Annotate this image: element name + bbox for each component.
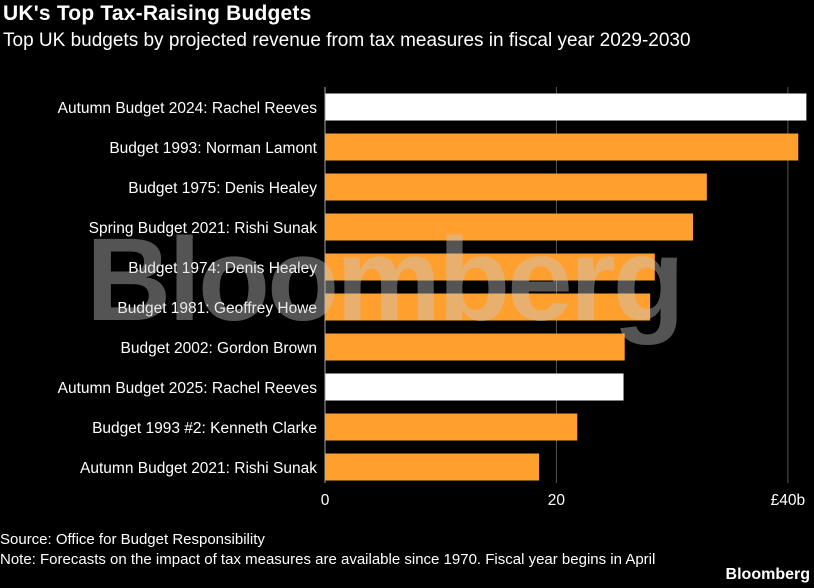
category-label-4: Budget 1974: Denis Healey [128, 260, 317, 277]
category-label-5: Budget 1981: Geoffrey Howe [117, 300, 317, 317]
chart-subtitle: Top UK budgets by projected revenue from… [3, 30, 691, 51]
x-tick-label-0: 0 [321, 492, 330, 509]
bar-0 [325, 93, 807, 121]
bar-chart: Autumn Budget 2024: Rachel Reeves Budget … [58, 87, 807, 509]
bar-7 [325, 373, 624, 401]
x-tick-label-1: 20 [548, 492, 566, 509]
bar-3 [325, 213, 693, 241]
category-label-2: Budget 1975: Denis Healey [128, 180, 317, 197]
bar-8 [325, 413, 578, 441]
category-label-6: Budget 2002: Gordon Brown [121, 340, 317, 357]
category-label-0: Autumn Budget 2024: Rachel Reeves [58, 100, 318, 117]
chart-title: UK's Top Tax-Raising Budgets [3, 2, 312, 25]
bar-4 [325, 253, 655, 281]
bar-5 [325, 293, 651, 321]
category-label-8: Budget 1993 #2: Kenneth Clarke [92, 420, 317, 437]
category-label-9: Autumn Budget 2021: Rishi Sunak [80, 460, 317, 477]
brand-logo: Bloomberg [725, 566, 810, 583]
category-label-7: Autumn Budget 2025: Rachel Reeves [58, 380, 318, 397]
bar-1 [325, 133, 799, 161]
bar-6 [325, 333, 625, 361]
source-note: Source: Office for Budget Responsibility [0, 531, 265, 548]
category-label-1: Budget 1993: Norman Lamont [109, 140, 317, 157]
bar-2 [325, 173, 707, 201]
category-label-3: Spring Budget 2021: Rishi Sunak [89, 220, 318, 237]
x-tick-label-2: £40b [771, 492, 805, 509]
footnote: Note: Forecasts on the impact of tax mea… [0, 551, 656, 568]
bar-9 [325, 453, 540, 481]
